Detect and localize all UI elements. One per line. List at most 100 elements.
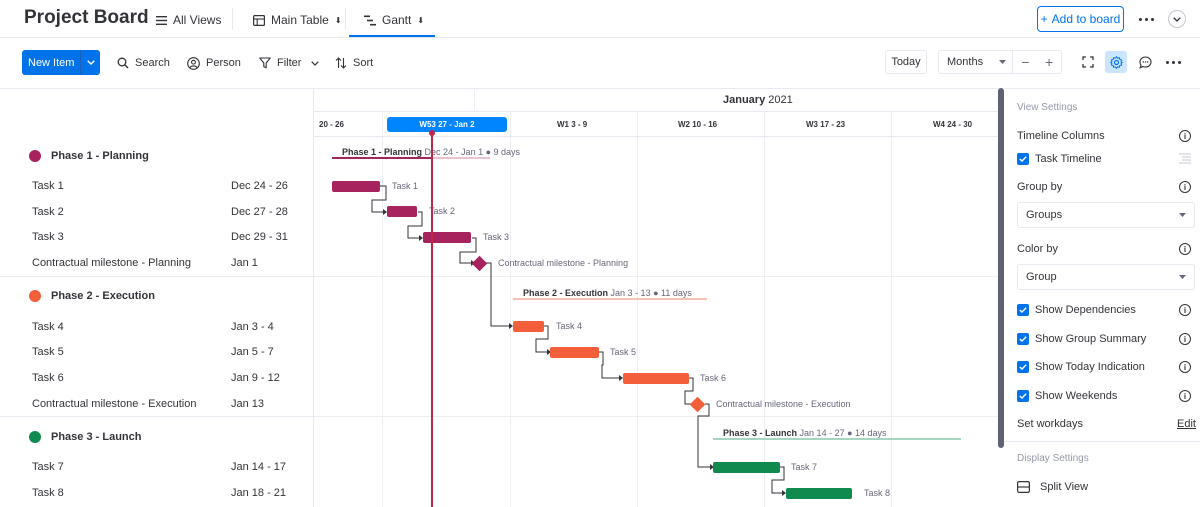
- dependency-arrowhead: [782, 490, 786, 496]
- summary-group-name: Phase 2 - Execution: [523, 288, 609, 298]
- search-button[interactable]: Search: [117, 54, 170, 72]
- info-icon[interactable]: i: [1179, 304, 1191, 316]
- today-indicator-dot: [429, 130, 435, 136]
- checkmark-icon: [1019, 336, 1027, 342]
- task-name[interactable]: Task 5: [32, 346, 64, 358]
- add-to-board-button[interactable]: + Add to board: [1037, 6, 1124, 32]
- new-item-button[interactable]: New Item: [22, 50, 100, 75]
- info-icon[interactable]: i: [1179, 243, 1191, 255]
- show-dependencies-checkbox[interactable]: [1017, 304, 1029, 316]
- tab-main-table[interactable]: Main Table ⬇: [253, 10, 342, 30]
- dependency-arrowhead: [710, 464, 714, 470]
- task-bar[interactable]: [387, 206, 417, 217]
- zoom-select[interactable]: Months: [939, 51, 1014, 73]
- group-summary-label: Phase 3 - Launch Jan 14 - 27 ● 14 days: [723, 428, 887, 438]
- timeline-month-header: [314, 88, 1000, 112]
- task-bar[interactable]: [332, 181, 380, 192]
- collapse-header-button[interactable]: [1168, 10, 1186, 28]
- color-by-select[interactable]: Group: [1017, 264, 1195, 290]
- info-icon[interactable]: i: [1179, 361, 1191, 373]
- view-settings-panel: [1004, 88, 1200, 507]
- task-bar-label: Task 2: [429, 206, 456, 216]
- group-header-phase-1[interactable]: Phase 1 - Planning: [29, 148, 149, 164]
- zoom-out-button[interactable]: −: [1021, 54, 1030, 70]
- task-date: Jan 14 - 17: [231, 461, 287, 473]
- new-item-dropdown[interactable]: [81, 60, 100, 65]
- color-by-label: Color by: [1017, 243, 1058, 255]
- task-timeline-checkbox[interactable]: [1017, 153, 1029, 165]
- summary-group-name: Phase 1 - Planning: [342, 147, 423, 157]
- task-date: Dec 27 - 28: [231, 206, 288, 218]
- show-group-summary-checkbox[interactable]: [1017, 333, 1029, 345]
- active-tab-indicator: [349, 35, 435, 37]
- sort-icon: [335, 57, 347, 69]
- task-name[interactable]: Task 3: [32, 231, 64, 243]
- week-label: W3 17 - 23: [806, 120, 846, 129]
- show-today-indication-checkbox[interactable]: [1017, 361, 1029, 373]
- task-name[interactable]: Contractual milestone - Execution: [32, 398, 197, 410]
- board-more-menu-icon[interactable]: [1139, 18, 1154, 21]
- week-gridline: [891, 112, 892, 507]
- task-date: Jan 13: [231, 398, 265, 410]
- group-by-label: Group by: [1017, 181, 1063, 193]
- panel-divider: [1004, 441, 1200, 442]
- task-name[interactable]: Task 2: [32, 206, 64, 218]
- edit-workdays-link[interactable]: Edit: [1177, 418, 1196, 430]
- task-name[interactable]: Task 7: [32, 461, 64, 473]
- month-name: January: [723, 94, 766, 106]
- task-bar[interactable]: [623, 373, 689, 384]
- task-name[interactable]: Contractual milestone - Planning: [32, 257, 191, 269]
- info-icon[interactable]: i: [1179, 130, 1191, 142]
- week-label: 20 - 26: [319, 120, 344, 129]
- week-label: W2 10 - 16: [678, 120, 718, 129]
- toolbar-more-menu-icon[interactable]: [1166, 61, 1181, 64]
- info-icon[interactable]: i: [1179, 333, 1191, 345]
- task-bar[interactable]: [713, 462, 780, 473]
- milestone-label: Contractual milestone - Planning: [498, 258, 629, 268]
- info-icon[interactable]: i: [1179, 181, 1191, 193]
- task-bar[interactable]: [786, 488, 852, 499]
- tab-all-views[interactable]: All Views: [156, 10, 221, 30]
- task-name[interactable]: Task 6: [32, 372, 64, 384]
- task-bar[interactable]: [513, 321, 544, 332]
- drag-handle-icon[interactable]: [1179, 153, 1191, 164]
- tab-gantt[interactable]: Gantt ⬇: [364, 10, 424, 30]
- task-name[interactable]: Task 8: [32, 487, 64, 499]
- updates-button[interactable]: [1134, 51, 1156, 73]
- show-dependencies-label: Show Dependencies: [1035, 304, 1136, 316]
- dependency-arrowhead: [547, 349, 551, 355]
- chevron-down-icon: [311, 60, 320, 66]
- group-header-phase-2[interactable]: Phase 2 - Execution: [29, 288, 155, 304]
- info-icon[interactable]: i: [1179, 390, 1191, 402]
- split-view-option[interactable]: Split View: [1017, 481, 1088, 493]
- settings-button[interactable]: [1105, 51, 1127, 73]
- group-by-select[interactable]: Groups: [1017, 202, 1195, 228]
- checkmark-icon: [1019, 393, 1027, 399]
- zoom-level: Months: [947, 56, 984, 68]
- group-summary-label: Phase 2 - Execution Jan 3 - 13 ● 11 days: [523, 288, 692, 298]
- group-header-phase-3[interactable]: Phase 3 - Launch: [29, 429, 141, 445]
- task-bar-label: Task 5: [610, 347, 637, 357]
- show-weekends-checkbox[interactable]: [1017, 390, 1029, 402]
- pin-icon: ⬇: [417, 15, 425, 25]
- chevron-down-icon: [1173, 16, 1181, 22]
- task-date: Jan 5 - 7: [231, 346, 274, 358]
- month-year: 2021: [768, 94, 793, 106]
- fullscreen-icon: [1082, 56, 1094, 68]
- zoom-in-button[interactable]: +: [1045, 54, 1054, 70]
- person-filter-button[interactable]: Person: [187, 54, 241, 72]
- task-bar[interactable]: [550, 347, 599, 358]
- week-gridline: [764, 112, 765, 507]
- fullscreen-button[interactable]: [1077, 51, 1099, 73]
- task-name[interactable]: Task 4: [32, 321, 64, 333]
- gantt-icon: [364, 15, 376, 25]
- timeline-scrollbar[interactable]: [998, 88, 1004, 448]
- show-group-summary-label: Show Group Summary: [1035, 333, 1147, 345]
- task-bar[interactable]: [423, 232, 471, 243]
- checkmark-icon: [1019, 156, 1027, 162]
- sort-button[interactable]: Sort: [335, 54, 373, 72]
- task-name[interactable]: Task 1: [32, 180, 64, 192]
- group-color-dot: [29, 290, 41, 302]
- filter-button[interactable]: Filter: [259, 54, 320, 72]
- today-button[interactable]: Today: [885, 50, 927, 74]
